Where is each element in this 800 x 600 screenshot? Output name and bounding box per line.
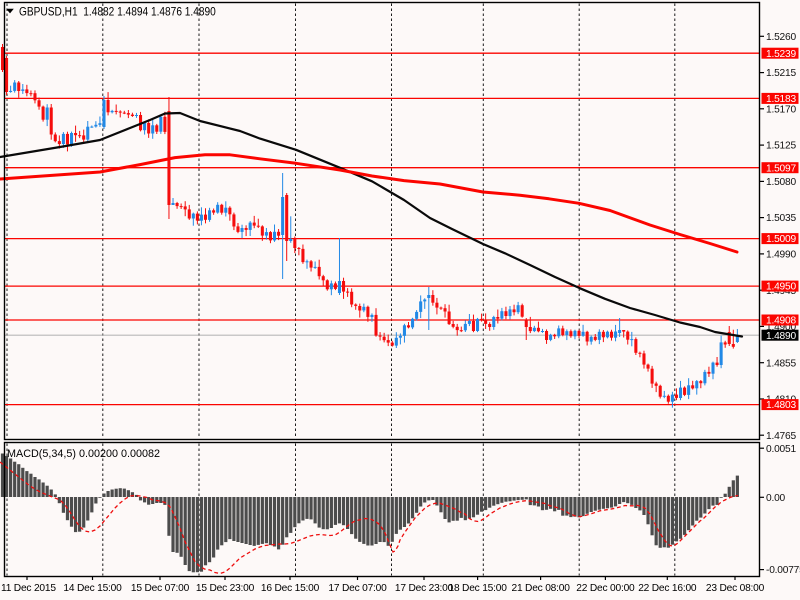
svg-text:22 Dec 00:00: 22 Dec 00:00 bbox=[576, 583, 635, 594]
svg-text:MACD(5,34,5) 0.00200 0.00082: MACD(5,34,5) 0.00200 0.00082 bbox=[7, 448, 160, 460]
svg-text:23 Dec 08:00: 23 Dec 08:00 bbox=[706, 583, 765, 594]
svg-text:1.4908: 1.4908 bbox=[766, 316, 796, 327]
svg-text:1.5260: 1.5260 bbox=[766, 32, 796, 43]
svg-text:-0.00775: -0.00775 bbox=[766, 565, 800, 576]
svg-text:GBPUSD,H1 1.4882 1.4894 1.487: GBPUSD,H1 1.4882 1.4894 1.4876 1.4890 bbox=[19, 6, 216, 19]
svg-text:14 Dec 15:00: 14 Dec 15:00 bbox=[63, 583, 122, 594]
svg-text:1.5215: 1.5215 bbox=[766, 68, 796, 79]
svg-text:1.4990: 1.4990 bbox=[766, 250, 796, 261]
svg-text:18 Dec 15:00: 18 Dec 15:00 bbox=[448, 583, 507, 594]
svg-text:1.4890: 1.4890 bbox=[766, 331, 796, 342]
svg-text:21 Dec 08:00: 21 Dec 08:00 bbox=[511, 583, 570, 594]
svg-text:1.4803: 1.4803 bbox=[766, 400, 796, 411]
svg-text:11 Dec 2015: 11 Dec 2015 bbox=[1, 583, 56, 594]
svg-text:1.4765: 1.4765 bbox=[766, 431, 796, 442]
svg-text:1.5170: 1.5170 bbox=[766, 104, 796, 115]
svg-text:1.5125: 1.5125 bbox=[766, 141, 796, 152]
svg-text:1.5239: 1.5239 bbox=[766, 49, 796, 60]
svg-text:1.5183: 1.5183 bbox=[766, 94, 796, 105]
svg-text:15 Dec 23:00: 15 Dec 23:00 bbox=[196, 583, 255, 594]
svg-text:1.4900: 1.4900 bbox=[766, 322, 796, 333]
svg-text:1.5097: 1.5097 bbox=[766, 163, 796, 174]
svg-text:15 Dec 07:00: 15 Dec 07:00 bbox=[131, 583, 190, 594]
svg-text:17 Dec 07:00: 17 Dec 07:00 bbox=[328, 583, 387, 594]
svg-text:16 Dec 15:00: 16 Dec 15:00 bbox=[261, 583, 320, 594]
svg-text:1.4855: 1.4855 bbox=[766, 358, 796, 369]
svg-text:0.0051: 0.0051 bbox=[766, 444, 796, 455]
svg-text:1.5080: 1.5080 bbox=[766, 177, 796, 188]
svg-text:1.4950: 1.4950 bbox=[766, 282, 796, 293]
svg-text:1.5009: 1.5009 bbox=[766, 234, 796, 245]
svg-text:1.5035: 1.5035 bbox=[766, 213, 796, 224]
svg-text:0.00: 0.00 bbox=[766, 493, 786, 504]
svg-text:22 Dec 16:00: 22 Dec 16:00 bbox=[638, 583, 697, 594]
svg-text:17 Dec 23:00: 17 Dec 23:00 bbox=[395, 583, 454, 594]
